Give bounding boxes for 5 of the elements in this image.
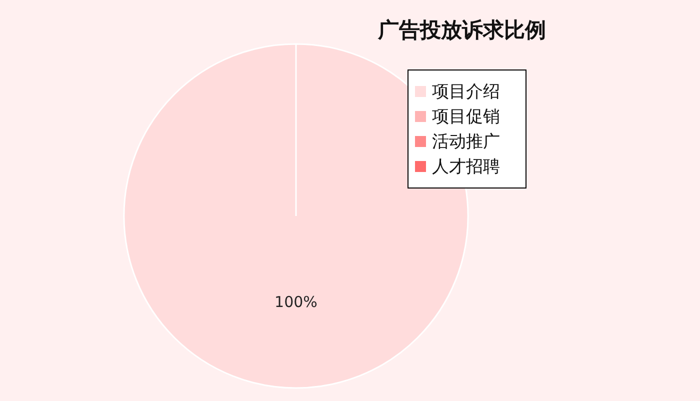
chart-title: 广告投放诉求比例 (377, 18, 546, 42)
legend-label: 活动推广 (432, 132, 500, 152)
legend-label: 人才招聘 (432, 157, 500, 177)
legend-label: 项目介绍 (432, 82, 500, 102)
legend-label: 项目促销 (432, 107, 500, 127)
